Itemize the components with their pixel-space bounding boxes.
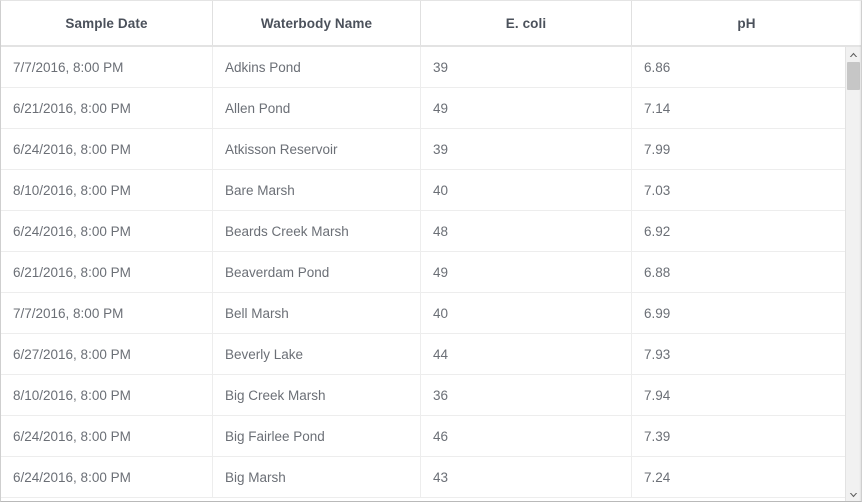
cell-ph: 7.24 xyxy=(644,469,671,485)
cell-e_coli: 39 xyxy=(421,129,632,169)
column-header-label: Sample Date xyxy=(65,15,148,31)
cell-e_coli: 40 xyxy=(421,293,632,333)
cell-sample_date: 6/24/2016, 8:00 PM xyxy=(1,211,213,251)
cell-e_coli: 46 xyxy=(421,416,632,456)
cell-sample_date: 6/24/2016, 8:00 PM xyxy=(1,416,213,456)
cell-ph: 6.99 xyxy=(644,305,671,321)
column-header-ph[interactable]: pH xyxy=(632,1,861,45)
cell-e_coli: 39 xyxy=(421,47,632,87)
cell-ph: 6.92 xyxy=(644,223,671,239)
cell-waterbody_name: Big Marsh xyxy=(213,457,421,497)
cell-e_coli: 43 xyxy=(421,457,632,497)
table-row[interactable]: 6/24/2016, 8:00 PM Atkisson Reservoir 39 7.… xyxy=(1,129,861,170)
cell-sample_date: 6/24/2016, 8:00 PM xyxy=(1,129,213,169)
cell-sample_date: 7/7/2016, 8:00 PM xyxy=(1,293,213,333)
cell-sample_date: 6/24/2016, 8:00 PM xyxy=(1,457,213,497)
cell-ph: 7.93 xyxy=(644,346,671,362)
table-body[interactable]: 7/7/2016, 8:00 PM Adkins Pond 39 6.86 6/21/2… xyxy=(1,47,861,501)
column-header-label: Waterbody Name xyxy=(260,15,373,31)
cell-sample_date: 6/27/2016, 8:00 PM xyxy=(1,334,213,374)
cell-e_coli: 44 xyxy=(421,334,632,374)
table-row[interactable]: 6/24/2016, 8:00 PM Beards Creek Marsh 48 6.… xyxy=(1,211,861,252)
cell-waterbody_name: Adkins Pond xyxy=(213,47,421,87)
cell-ph: 6.88 xyxy=(644,264,671,280)
chevron-down-icon xyxy=(849,492,858,498)
table-row[interactable]: 6/24/2016, 8:00 PM Big Fairlee Pond 46 7.39 xyxy=(1,416,861,457)
vertical-scrollbar[interactable] xyxy=(845,47,861,501)
scroll-up-button[interactable] xyxy=(846,47,861,62)
table-row[interactable]: 6/21/2016, 8:00 PM Beaverdam Pond 49 6.88 xyxy=(1,252,861,293)
column-header-label: pH xyxy=(737,15,756,31)
scrollbar-thumb[interactable] xyxy=(847,62,860,90)
table-row[interactable]: 6/24/2016, 8:00 PM Big Marsh 43 7.24 xyxy=(1,457,861,498)
cell-ph: 6.86 xyxy=(644,59,671,75)
cell-ph: 7.99 xyxy=(644,141,671,157)
cell-ph: 7.14 xyxy=(644,100,671,116)
table-row[interactable]: 7/7/2016, 8:00 PM Bell Marsh 40 6.99 xyxy=(1,293,861,334)
table-row[interactable]: 8/10/2016, 8:00 PM Bare Marsh 40 7.03 xyxy=(1,170,861,211)
table-row[interactable]: 6/27/2016, 8:00 PM Beverly Lake 44 7.93 xyxy=(1,334,861,375)
scroll-down-button[interactable] xyxy=(846,487,861,501)
table-row[interactable]: 6/21/2016, 8:00 PM Allen Pond 49 7.14 xyxy=(1,88,861,129)
column-header-e-coli[interactable]: E. coli xyxy=(421,1,632,45)
cell-e_coli: 40 xyxy=(421,170,632,210)
cell-e_coli: 48 xyxy=(421,211,632,251)
table-row[interactable]: 8/10/2016, 8:00 PM Big Creek Marsh 36 7.94 xyxy=(1,375,861,416)
cell-waterbody_name: Bell Marsh xyxy=(213,293,421,333)
cell-waterbody_name: Big Creek Marsh xyxy=(213,375,421,415)
cell-waterbody_name: Beverly Lake xyxy=(213,334,421,374)
cell-e_coli: 49 xyxy=(421,88,632,128)
cell-sample_date: 8/10/2016, 8:00 PM xyxy=(1,375,213,415)
cell-waterbody_name: Allen Pond xyxy=(213,88,421,128)
cell-waterbody_name: Bare Marsh xyxy=(213,170,421,210)
cell-sample_date: 7/7/2016, 8:00 PM xyxy=(1,47,213,87)
cell-e_coli: 36 xyxy=(421,375,632,415)
cell-ph: 7.03 xyxy=(644,182,671,198)
cell-ph: 7.39 xyxy=(644,428,671,444)
cell-waterbody_name: Atkisson Reservoir xyxy=(213,129,421,169)
cell-ph: 7.94 xyxy=(644,387,671,403)
table-row[interactable]: 7/7/2016, 8:00 PM Adkins Pond 39 6.86 xyxy=(1,47,861,88)
cell-waterbody_name: Beaverdam Pond xyxy=(213,252,421,292)
cell-sample_date: 8/10/2016, 8:00 PM xyxy=(1,170,213,210)
table-header-row: Sample Date Waterbody Name E. coli pH xyxy=(1,1,861,47)
column-header-waterbody-name[interactable]: Waterbody Name xyxy=(213,1,421,45)
column-header-label: E. coli xyxy=(505,15,547,31)
cell-waterbody_name: Beards Creek Marsh xyxy=(213,211,421,251)
chevron-up-icon xyxy=(849,52,858,58)
cell-waterbody_name: Big Fairlee Pond xyxy=(213,416,421,456)
cell-e_coli: 49 xyxy=(421,252,632,292)
column-header-sample-date[interactable]: Sample Date xyxy=(1,1,213,45)
cell-sample_date: 6/21/2016, 8:00 PM xyxy=(1,88,213,128)
cell-sample_date: 6/21/2016, 8:00 PM xyxy=(1,252,213,292)
